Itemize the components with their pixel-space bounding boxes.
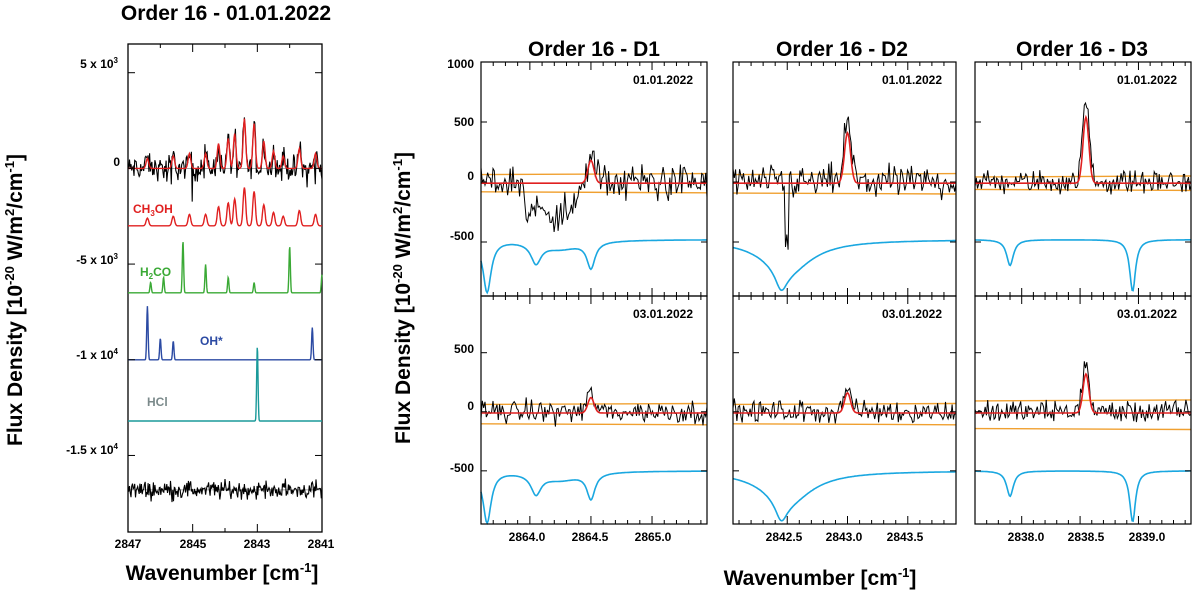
- spectrum-panel-3-1: 01.01.2022: [974, 61, 1192, 297]
- panel-frame: [974, 295, 1192, 525]
- left-x-tick-label: 2841: [308, 537, 335, 551]
- transmission-series: [480, 239, 707, 295]
- right-x-tick-labels: 2864.0 2864.5 2865.0 2842.5 2843.0 2843.…: [509, 530, 1166, 544]
- model-series: [975, 372, 1191, 414]
- column-title-d2: Order 16 - D2: [776, 38, 908, 61]
- observed-series: [732, 116, 957, 250]
- right-x-tick-label: 2864.0: [509, 530, 546, 544]
- ch3oh-label: CH3OH: [133, 202, 173, 218]
- transmission-series: [480, 470, 707, 525]
- column-title-d1: Order 16 - D1: [528, 38, 660, 61]
- model-series: [481, 396, 707, 414]
- panel-date-label: 01.01.2022: [633, 73, 693, 87]
- left-y-tick-label: -1 x 104: [76, 347, 118, 362]
- transmission-series: [975, 470, 1191, 523]
- panel-frame: [480, 295, 708, 525]
- right-y-tick-label: 0: [467, 169, 474, 183]
- noise-band-line: [732, 423, 957, 426]
- panel-date-label: 01.01.2022: [882, 73, 942, 87]
- hcl-model-series: [128, 347, 322, 422]
- noise-band-line: [974, 175, 1192, 178]
- hcl-label: HCl: [147, 395, 168, 409]
- model-series: [733, 391, 956, 414]
- spectrum-panel-3-2: 03.01.2022: [974, 295, 1192, 525]
- transmission-series: [732, 239, 956, 292]
- right-y-axis-title: Flux Density [10-20 W/m2/cm-1]: [390, 152, 415, 444]
- panel-date-label: 03.01.2022: [1117, 307, 1177, 321]
- noise-band-line: [732, 192, 957, 195]
- left-panel: Order 16 - 01.01.2022 Flux Density [10-2…: [2, 2, 335, 585]
- left-observed-model-overlay: [128, 118, 322, 170]
- noise-band-line: [974, 427, 1192, 431]
- left-y-tick-labels: 5 x 103 0 -5 x 103 -1 x 104 -1.5 x 104: [66, 56, 120, 457]
- transmission-series: [732, 470, 956, 522]
- h2co-model-series: [128, 242, 323, 294]
- right-x-tick-label: 2839.0: [1129, 530, 1166, 544]
- right-y-tick-label: -500: [450, 461, 474, 475]
- panel-frame: [732, 295, 957, 525]
- left-observed-series: [127, 117, 323, 202]
- model-series: [481, 159, 707, 184]
- panel-date-label: 03.01.2022: [882, 307, 942, 321]
- oh-model-series: [128, 306, 322, 361]
- left-x-axis-title: Wavenumber [cm-1]: [126, 560, 319, 585]
- h2co-label: H2CO: [140, 265, 171, 281]
- right-x-tick-label: 2842.5: [766, 530, 803, 544]
- right-y-tick-label: 500: [454, 115, 474, 129]
- spectrum-panel-2-2: 03.01.2022: [732, 295, 957, 525]
- left-plot-frame: [127, 43, 323, 533]
- left-series-group: [127, 44, 323, 532]
- right-y-tick-label: 500: [454, 342, 474, 356]
- noise-band-line: [480, 191, 708, 194]
- noise-band-line: [480, 172, 708, 176]
- left-y-tick-label: -5 x 103: [76, 252, 118, 267]
- right-x-tick-label: 2843.5: [887, 530, 924, 544]
- left-y-tick-label: 0: [113, 155, 120, 169]
- right-plot-grid: 01.01.2022 01.01.2022 01.01.2022 03.01.2022…: [480, 61, 1192, 525]
- panel-date-label: 01.01.2022: [1117, 73, 1177, 87]
- observed-series: [480, 150, 708, 232]
- right-y-tick-label: -500: [450, 229, 474, 243]
- noise-band-line: [974, 188, 1192, 192]
- left-panel-title: Order 16 - 01.01.2022: [121, 2, 331, 25]
- panel-date-label: 03.01.2022: [633, 307, 693, 321]
- observed-series: [732, 387, 957, 424]
- model-series: [975, 114, 1191, 184]
- right-panels: Flux Density [10-20 W/m2/cm-1] Order 16 …: [390, 38, 1192, 590]
- left-x-tick-labels: 2847 2845 2843 2841: [115, 537, 335, 551]
- transmission-series: [975, 239, 1191, 292]
- noise-band-line: [974, 399, 1192, 402]
- spectrum-panel-1-1: 01.01.2022: [480, 61, 708, 297]
- right-x-tick-label: 2865.0: [635, 530, 672, 544]
- noise-band-line: [480, 423, 708, 426]
- left-x-tick-label: 2847: [115, 537, 142, 551]
- ch3oh-model-series: [128, 187, 322, 227]
- right-x-tick-label: 2843.0: [826, 530, 863, 544]
- model-series: [733, 130, 956, 184]
- right-y-tick-labels: 1000 500 0 -500 500 0 -500: [447, 57, 474, 475]
- left-y-tick-label: 5 x 103: [80, 56, 118, 71]
- right-y-tick-label: 1000: [447, 57, 474, 71]
- left-residual-series: [127, 478, 323, 503]
- observed-series: [480, 386, 708, 427]
- noise-band-line: [732, 172, 957, 176]
- right-x-tick-label: 2838.0: [1008, 530, 1045, 544]
- right-y-tick-label: 0: [467, 399, 474, 413]
- right-x-axis-title: Wavenumber [cm-1]: [724, 565, 917, 590]
- left-y-tick-label: -1.5 x 104: [66, 442, 118, 457]
- left-x-tick-label: 2843: [244, 537, 271, 551]
- left-x-tick-label: 2845: [180, 537, 207, 551]
- right-x-tick-label: 2864.5: [572, 530, 609, 544]
- left-y-axis-title: Flux Density [10-20 W/m2/cm-1]: [2, 154, 27, 446]
- column-title-d3: Order 16 - D3: [1016, 38, 1148, 61]
- oh-label: OH*: [200, 334, 223, 348]
- spectrum-panel-1-2: 03.01.2022: [480, 295, 708, 525]
- spectrum-panel-2-1: 01.01.2022: [732, 61, 957, 297]
- right-x-tick-label: 2838.5: [1068, 530, 1105, 544]
